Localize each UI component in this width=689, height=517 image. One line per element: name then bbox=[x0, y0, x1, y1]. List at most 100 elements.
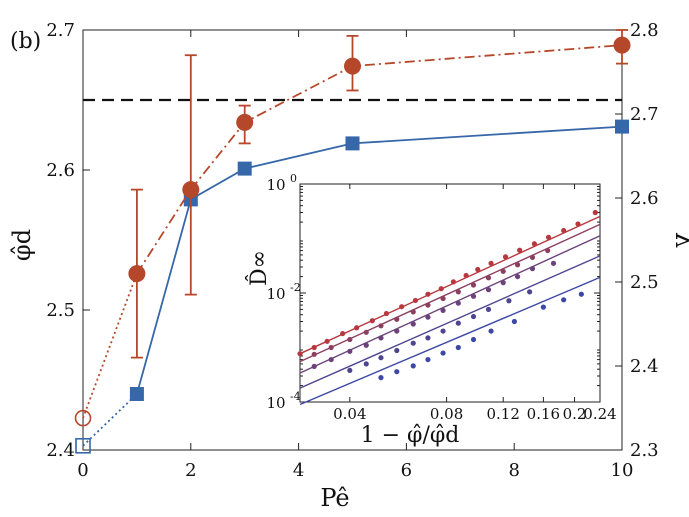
inset-data-point bbox=[502, 254, 509, 260]
inset-data-point bbox=[425, 335, 431, 341]
inset-data-point bbox=[545, 247, 551, 254]
main-ytick-right-label: 2.4 bbox=[630, 356, 659, 377]
inset-data-point bbox=[455, 320, 461, 326]
inset-xtick-label: 0.2 bbox=[563, 405, 587, 423]
inset-data-point bbox=[470, 313, 477, 320]
inset-data-point bbox=[410, 321, 416, 327]
inset-data-point bbox=[527, 289, 533, 295]
blue-square-marker bbox=[237, 161, 252, 176]
inset-data-point bbox=[311, 344, 317, 351]
inset-data-point bbox=[394, 316, 400, 322]
inset-data-point bbox=[529, 266, 536, 272]
inset-ytick-exponent: 0 bbox=[290, 172, 297, 185]
inset-data-point bbox=[500, 280, 506, 286]
red-circle-marker bbox=[236, 113, 254, 131]
main-xtick-label: 10 bbox=[611, 460, 634, 481]
inset-data-point bbox=[354, 325, 360, 331]
main-ytick-right-label: 2.7 bbox=[630, 104, 659, 125]
inset-data-point bbox=[369, 318, 375, 324]
main-ytick-left-label: 2.6 bbox=[46, 160, 75, 181]
inset-data-point bbox=[455, 344, 461, 351]
red-circle-marker bbox=[344, 57, 361, 75]
inset-data-point bbox=[378, 323, 384, 329]
blue-square-marker bbox=[615, 119, 629, 134]
red-circle-marker bbox=[128, 265, 146, 283]
inset-xtick-label: 0.12 bbox=[487, 405, 520, 423]
main-ytick-right-label: 2.6 bbox=[630, 188, 659, 209]
inset-data-point bbox=[412, 297, 419, 304]
inset-data-point bbox=[394, 347, 400, 354]
inset-data-point bbox=[561, 227, 567, 234]
inset-data-point bbox=[514, 262, 521, 268]
inset-xtick-label: 0.24 bbox=[583, 405, 616, 423]
panel-label: (b) bbox=[10, 29, 41, 54]
main-ylabel-right: λ bbox=[669, 232, 689, 248]
inset-data-point bbox=[297, 351, 303, 357]
inset-data-point bbox=[440, 307, 446, 313]
inset-data-point bbox=[383, 310, 390, 317]
red-open-circle-marker bbox=[74, 409, 92, 427]
inset-data-point bbox=[470, 293, 477, 299]
inset-data-point bbox=[328, 356, 334, 363]
inset-data-point bbox=[470, 336, 477, 343]
inset-data-point bbox=[363, 329, 369, 335]
inset-data-point bbox=[378, 375, 384, 381]
blue-open-square-marker bbox=[75, 437, 91, 454]
inset-ylabel: D̂∞ bbox=[246, 250, 272, 286]
red-extrapolation-line bbox=[82, 273, 138, 419]
inset-data-point bbox=[340, 330, 346, 337]
inset-data-point bbox=[410, 309, 416, 315]
inset-data-point bbox=[363, 361, 369, 367]
inset-data-point bbox=[324, 338, 330, 344]
inset-data-point bbox=[438, 286, 444, 292]
main-xlabel: Pê bbox=[320, 484, 349, 512]
main-xtick-label: 2 bbox=[185, 460, 196, 481]
main-plot-frame bbox=[82, 29, 623, 451]
inset-data-point bbox=[455, 300, 461, 306]
inset-data-point bbox=[440, 328, 446, 334]
inset-data-point bbox=[517, 247, 523, 253]
main-ytick-right-label: 2.8 bbox=[630, 20, 659, 41]
inset-data-point bbox=[410, 363, 416, 369]
inset-data-point bbox=[485, 275, 492, 281]
inset-data-point bbox=[545, 234, 552, 240]
main-ytick-right-label: 2.5 bbox=[630, 272, 659, 293]
inset-ytick-label: 10 bbox=[266, 285, 285, 303]
inset-data-point bbox=[475, 266, 481, 273]
inset-data-point bbox=[347, 336, 353, 343]
inset-data-point bbox=[425, 302, 431, 308]
inset-data-point bbox=[363, 342, 369, 348]
inset-data-point bbox=[485, 306, 492, 313]
inset-data-point bbox=[592, 209, 598, 216]
inset-data-point bbox=[311, 351, 317, 357]
inset-data-point bbox=[506, 298, 512, 304]
inset-data-point bbox=[425, 356, 431, 363]
inset-data-point bbox=[347, 348, 353, 354]
red-circle-marker bbox=[182, 181, 200, 199]
main-xtick-label: 0 bbox=[77, 460, 88, 481]
inset-data-point bbox=[575, 221, 581, 227]
inset-data-point bbox=[540, 304, 546, 310]
inset-fit-line bbox=[299, 255, 601, 389]
inset-data-point bbox=[529, 254, 536, 260]
main-xtick-label: 4 bbox=[293, 460, 304, 481]
inset-data-point bbox=[550, 260, 557, 266]
inset-chart: 0.04 0.08 0.12 0.16 0.20.24 10 -4 10 -2 10 0 bbox=[252, 172, 617, 440]
blue-square-marker bbox=[129, 387, 144, 401]
inset-data-point bbox=[500, 268, 506, 274]
inset-data-point bbox=[425, 314, 431, 320]
inset-data-point bbox=[463, 272, 469, 279]
inset-data-point bbox=[511, 318, 517, 325]
inset-data-point bbox=[440, 295, 446, 302]
inset-xlabel: 1 − φ̂/φ̂d bbox=[361, 423, 460, 448]
inset-data-point bbox=[450, 279, 457, 285]
main-ytick-left-label: 2.7 bbox=[46, 20, 75, 41]
inset-data-point bbox=[328, 344, 334, 351]
inset-ytick-exponent: -2 bbox=[290, 281, 301, 294]
main-ytick-left-label: 2.5 bbox=[46, 300, 75, 321]
inset-xtick-label: 0.16 bbox=[527, 405, 560, 423]
inset-xtick-label: 0.08 bbox=[430, 405, 463, 423]
main-chart: 0 2 4 6 8 10 2.4 2.5 2.6 2.7 2.3 2.4 2.5 2.6 2.7 2.8 bbox=[46, 20, 658, 481]
inset-data-point bbox=[455, 289, 461, 295]
